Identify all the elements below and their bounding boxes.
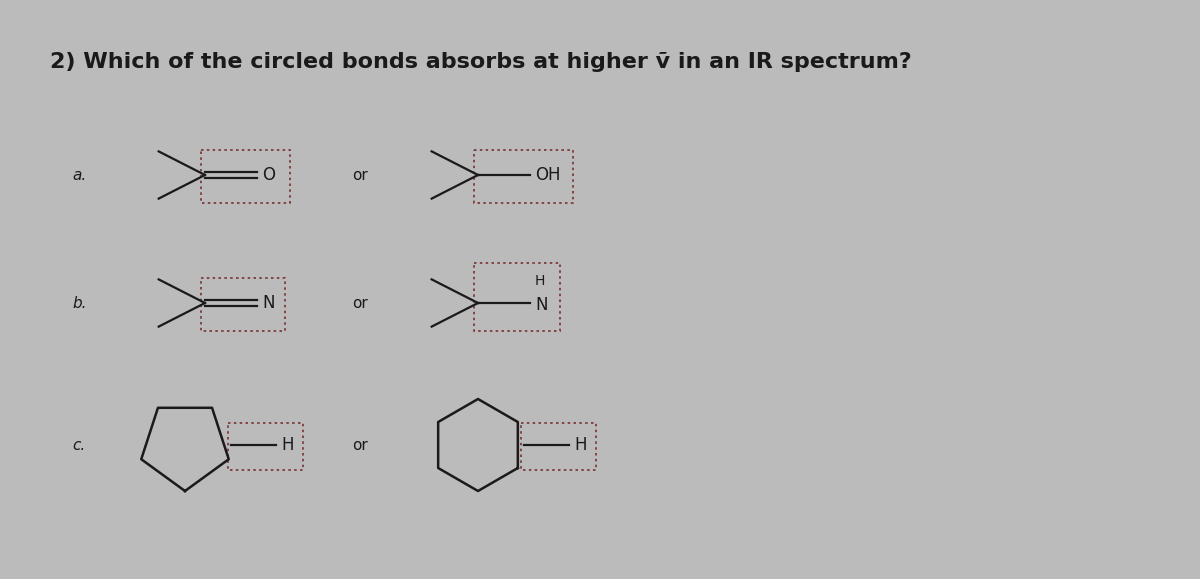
Text: or: or — [352, 167, 368, 182]
Bar — [474, 150, 574, 203]
Text: H: H — [281, 436, 294, 454]
Bar — [228, 423, 302, 470]
Text: c.: c. — [72, 438, 85, 453]
Bar — [202, 278, 286, 331]
Text: H: H — [535, 274, 545, 288]
Bar — [474, 263, 560, 331]
Text: or: or — [352, 438, 368, 453]
Text: N: N — [262, 294, 275, 312]
Text: a.: a. — [72, 167, 86, 182]
Bar — [202, 150, 290, 203]
Text: H: H — [574, 436, 587, 454]
Text: b.: b. — [72, 295, 86, 310]
Text: or: or — [352, 295, 368, 310]
Text: 2) Which of the circled bonds absorbs at higher ṽ in an IR spectrum?: 2) Which of the circled bonds absorbs at… — [50, 52, 912, 72]
Bar — [521, 423, 596, 470]
Text: N: N — [535, 296, 547, 314]
Text: O: O — [262, 166, 275, 184]
Text: OH: OH — [535, 166, 560, 184]
